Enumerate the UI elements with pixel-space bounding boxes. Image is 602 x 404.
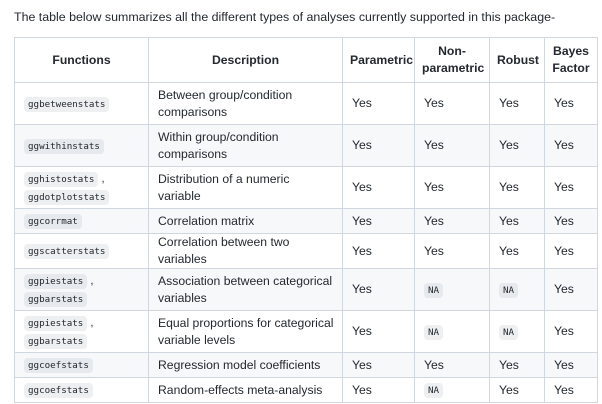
na-badge: NA	[499, 324, 519, 340]
description-cell: Random-effects meta-analysis	[148, 377, 343, 403]
description-cell: Correlation between two variables	[148, 233, 343, 269]
bayes-cell: Yes	[544, 352, 598, 378]
description-cell: Distribution of a numeric variable	[148, 166, 343, 209]
function-name: gghistostats	[24, 171, 99, 187]
function-name: ggbarstats	[24, 333, 88, 349]
nonparametric-cell: Yes	[414, 124, 490, 167]
bayes-cell: Yes	[544, 233, 598, 269]
robust-cell: Yes	[489, 208, 545, 234]
header-nonparametric: Non- parametric	[414, 37, 490, 83]
function-cell: ggcorrmat	[14, 208, 149, 234]
function-cell: ggwithinstats	[14, 124, 149, 167]
function-cell: ggpiestats , ggbarstats	[14, 310, 149, 353]
table-row: gghistostats , ggdotplotstats Distribution…	[14, 166, 598, 209]
header-functions: Functions	[14, 37, 149, 83]
nonparametric-cell: Yes	[414, 166, 490, 209]
robust-cell: Yes	[489, 352, 545, 378]
table-row: ggwithinstats Within group/condition comp…	[14, 124, 598, 167]
bayes-cell: Yes	[544, 310, 598, 353]
description-cell: Within group/condition comparisons	[148, 124, 343, 167]
table-row: ggscatterstats Correlation between two va…	[14, 233, 598, 269]
na-badge: NA	[499, 282, 519, 298]
parametric-cell: Yes	[342, 268, 415, 311]
nonparametric-cell: NA	[414, 268, 490, 311]
header-bayes-factor: Bayes Factor	[544, 37, 598, 83]
function-name: ggcoefstats	[24, 383, 93, 398]
parametric-cell: Yes	[342, 82, 415, 125]
function-cell: ggcoefstats	[14, 377, 149, 403]
parametric-cell: Yes	[342, 166, 415, 209]
nonparametric-cell: Yes	[414, 352, 490, 378]
na-badge: NA	[424, 383, 444, 398]
function-name: ggwithinstats	[24, 138, 104, 154]
function-name: ggscatterstats	[24, 244, 110, 259]
table-row: ggcorrmat Correlation matrix Yes Yes Yes Yes	[14, 208, 598, 234]
function-name: ggcoefstats	[24, 358, 93, 373]
nonparametric-cell: NA	[414, 310, 490, 353]
robust-cell: Yes	[489, 377, 545, 403]
header-row: Functions Description Parametric Non- pa…	[14, 37, 598, 83]
function-name: ggcorrmat	[24, 214, 82, 229]
robust-cell: NA	[489, 268, 545, 311]
nonparametric-cell: Yes	[414, 208, 490, 234]
nonparametric-cell: Yes	[414, 82, 490, 125]
intro-text: The table below summarizes all the diffe…	[14, 10, 556, 24]
parametric-cell: Yes	[342, 208, 415, 234]
parametric-cell: Yes	[342, 310, 415, 353]
bayes-cell: Yes	[544, 377, 598, 403]
table-row: ggbetweenstats Between group/condition co…	[14, 82, 598, 125]
table-row: ggcoefstats Regression model coefficients…	[14, 352, 598, 378]
function-name: ggbetweenstats	[24, 96, 110, 112]
na-badge: NA	[424, 282, 444, 298]
function-cell: ggcoefstats	[14, 352, 149, 378]
parametric-cell: Yes	[342, 124, 415, 167]
function-cell: ggscatterstats	[14, 233, 149, 269]
parametric-cell: Yes	[342, 352, 415, 378]
description-cell: Correlation matrix	[148, 208, 343, 234]
header-parametric: Parametric	[342, 37, 415, 83]
function-name: ggdotplotstats	[24, 189, 110, 205]
parametric-cell: Yes	[342, 377, 415, 403]
bayes-cell: Yes	[544, 166, 598, 209]
description-cell: Regression model coefficients	[148, 352, 343, 378]
bayes-cell: Yes	[544, 124, 598, 167]
function-name: ggpiestats	[24, 273, 88, 289]
robust-cell: Yes	[489, 233, 545, 269]
robust-cell: Yes	[489, 166, 545, 209]
bayes-cell: Yes	[544, 268, 598, 311]
parametric-cell: Yes	[342, 233, 415, 269]
header-description: Description	[148, 37, 343, 83]
function-cell: ggbetweenstats	[14, 82, 149, 125]
function-cell: ggpiestats , ggbarstats	[14, 268, 149, 311]
header-robust: Robust	[489, 37, 545, 83]
table-row: ggpiestats , ggbarstats Association betwee…	[14, 268, 598, 311]
nonparametric-cell: Yes	[414, 233, 490, 269]
bayes-cell: Yes	[544, 82, 598, 125]
nonparametric-cell: NA	[414, 377, 490, 403]
description-cell: Equal proportions for categorical variab…	[148, 310, 343, 353]
robust-cell: NA	[489, 310, 545, 353]
analyses-table: Functions Description Parametric Non- pa…	[14, 37, 598, 403]
bayes-cell: Yes	[544, 208, 598, 234]
table-row: ggcoefstats Random-effects meta-analysis Y…	[14, 377, 598, 403]
function-name: ggbarstats	[24, 291, 88, 307]
robust-cell: Yes	[489, 124, 545, 167]
description-cell: Association between categorical variable…	[148, 268, 343, 311]
description-cell: Between group/condition comparisons	[148, 82, 343, 125]
robust-cell: Yes	[489, 82, 545, 125]
table-row: ggpiestats , ggbarstats Equal proportions …	[14, 310, 598, 353]
function-name: ggpiestats	[24, 315, 88, 331]
na-badge: NA	[424, 324, 444, 340]
function-cell: gghistostats , ggdotplotstats	[14, 166, 149, 209]
